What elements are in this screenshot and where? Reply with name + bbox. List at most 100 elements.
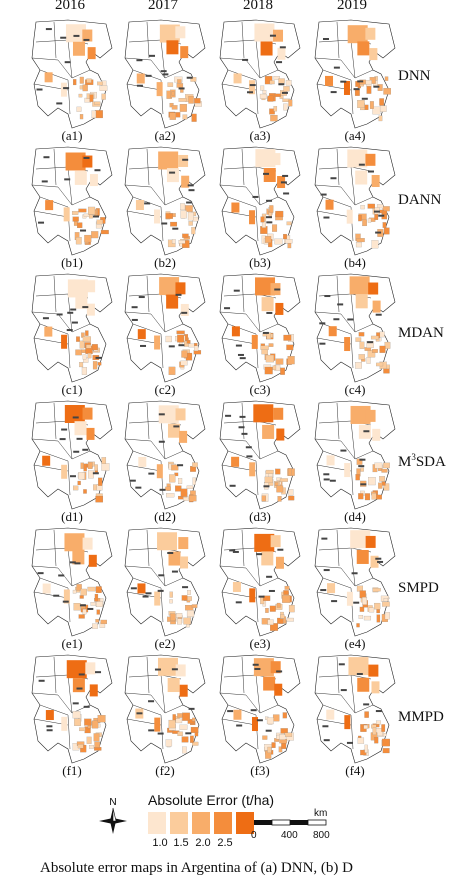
panel-label: (b1): [61, 255, 83, 270]
row-label-smpd: SMPD: [398, 580, 439, 596]
error-map: [121, 399, 207, 511]
panel-label: (a2): [154, 128, 176, 143]
row-label-mdan: MDAN: [398, 325, 444, 341]
argentina-map-icon: [124, 19, 206, 129]
error-map: [28, 18, 114, 130]
argentina-map-icon: [219, 273, 301, 383]
panel-label: (f1): [62, 763, 82, 778]
error-map: [216, 272, 302, 384]
error-map: [121, 145, 207, 257]
panel-label: (f3): [250, 763, 270, 778]
legend-swatch: [214, 812, 232, 834]
argentina-map-icon: [314, 400, 396, 510]
argentina-map-icon: [31, 400, 113, 510]
panel-label: (a3): [249, 128, 271, 143]
panel-label: (c1): [61, 382, 83, 397]
row-label-m3sda-suffix: SDA: [415, 454, 446, 470]
row-label-dann: DANN: [398, 192, 442, 208]
row-label-m3sda-sup: 3: [411, 452, 416, 462]
error-map: [311, 272, 397, 384]
row-label-m3sda: M3SDA: [398, 452, 446, 471]
argentina-map-icon: [314, 273, 396, 383]
panel-label: (a4): [344, 128, 366, 143]
argentina-map-icon: [219, 19, 301, 129]
legend-tick-1: 1.0: [152, 837, 168, 849]
error-map: [216, 653, 302, 765]
error-map: [311, 399, 397, 511]
argentina-map-icon: [314, 19, 396, 129]
legend-tick-3: 2.0: [195, 837, 211, 849]
year-header-2017: 2017: [148, 0, 178, 13]
error-map: [216, 526, 302, 638]
argentina-map-icon: [124, 146, 206, 256]
argentina-map-icon: [31, 654, 113, 764]
error-map: [311, 18, 397, 130]
row-label-mmpd: MMPD: [398, 709, 444, 725]
error-map: [216, 18, 302, 130]
panel-label: (f2): [155, 763, 175, 778]
panel-label: (b3): [249, 255, 271, 270]
argentina-map-icon: [219, 527, 301, 637]
panel-label: (d2): [154, 509, 176, 524]
panel-label: (d4): [344, 509, 366, 524]
error-map: [28, 145, 114, 257]
row-label-m3sda-prefix: M: [398, 454, 412, 470]
argentina-map-icon: [124, 273, 206, 383]
legend-swatch: [192, 812, 210, 834]
panel-label: (e3): [249, 636, 271, 651]
year-header-2016: 2016: [55, 0, 85, 13]
error-map: [311, 653, 397, 765]
legend-swatch: [170, 812, 188, 834]
argentina-map-icon: [314, 527, 396, 637]
scale-tick-800: 800: [313, 830, 330, 841]
panel-label: (c2): [154, 382, 176, 397]
error-map: [28, 399, 114, 511]
error-map: [216, 399, 302, 511]
compass-north-label: N: [109, 797, 116, 808]
error-map: [121, 272, 207, 384]
legend-swatch: [236, 812, 254, 834]
panel-label: (e2): [154, 636, 176, 651]
error-map: [311, 145, 397, 257]
panel-label: (f4): [345, 763, 365, 778]
scale-bar: [254, 819, 327, 826]
argentina-map-icon: [31, 527, 113, 637]
argentina-map-icon: [314, 654, 396, 764]
argentina-map-icon: [124, 527, 206, 637]
panel-label: (e1): [61, 636, 83, 651]
error-map: [28, 272, 114, 384]
scale-tick-400: 400: [281, 830, 298, 841]
legend-title: Absolute Error (t/ha): [148, 792, 275, 808]
panel-label: (d1): [61, 509, 83, 524]
panel-label: (b4): [344, 255, 366, 270]
year-header-2019: 2019: [337, 0, 367, 13]
argentina-map-icon: [124, 654, 206, 764]
argentina-map-icon: [31, 146, 113, 256]
argentina-map-icon: [31, 19, 113, 129]
scale-unit: km: [314, 808, 328, 819]
argentina-map-icon: [219, 400, 301, 510]
legend-tick-2: 1.5: [173, 837, 189, 849]
panel-label: (b2): [154, 255, 176, 270]
legend-swatch: [148, 812, 166, 834]
argentina-map-icon: [314, 146, 396, 256]
panel-label: (a1): [61, 128, 83, 143]
row-label-dnn: DNN: [398, 68, 431, 84]
year-header-2018: 2018: [243, 0, 273, 13]
legend-tick-4: 2.5: [217, 837, 233, 849]
scale-tick-0: 0: [251, 830, 257, 841]
error-map: [28, 526, 114, 638]
error-map: [121, 526, 207, 638]
figure-caption: Absolute error maps in Argentina of (a) …: [40, 860, 353, 876]
error-map: [28, 653, 114, 765]
panel-label: (c3): [249, 382, 271, 397]
panel-label: (c4): [344, 382, 366, 397]
argentina-map-icon: [124, 400, 206, 510]
argentina-map-icon: [219, 146, 301, 256]
panel-label: (d3): [249, 509, 271, 524]
compass-icon: N: [99, 797, 127, 834]
error-map: [121, 18, 207, 130]
panel-label: (e4): [344, 636, 366, 651]
argentina-map-icon: [31, 273, 113, 383]
error-map: [311, 526, 397, 638]
